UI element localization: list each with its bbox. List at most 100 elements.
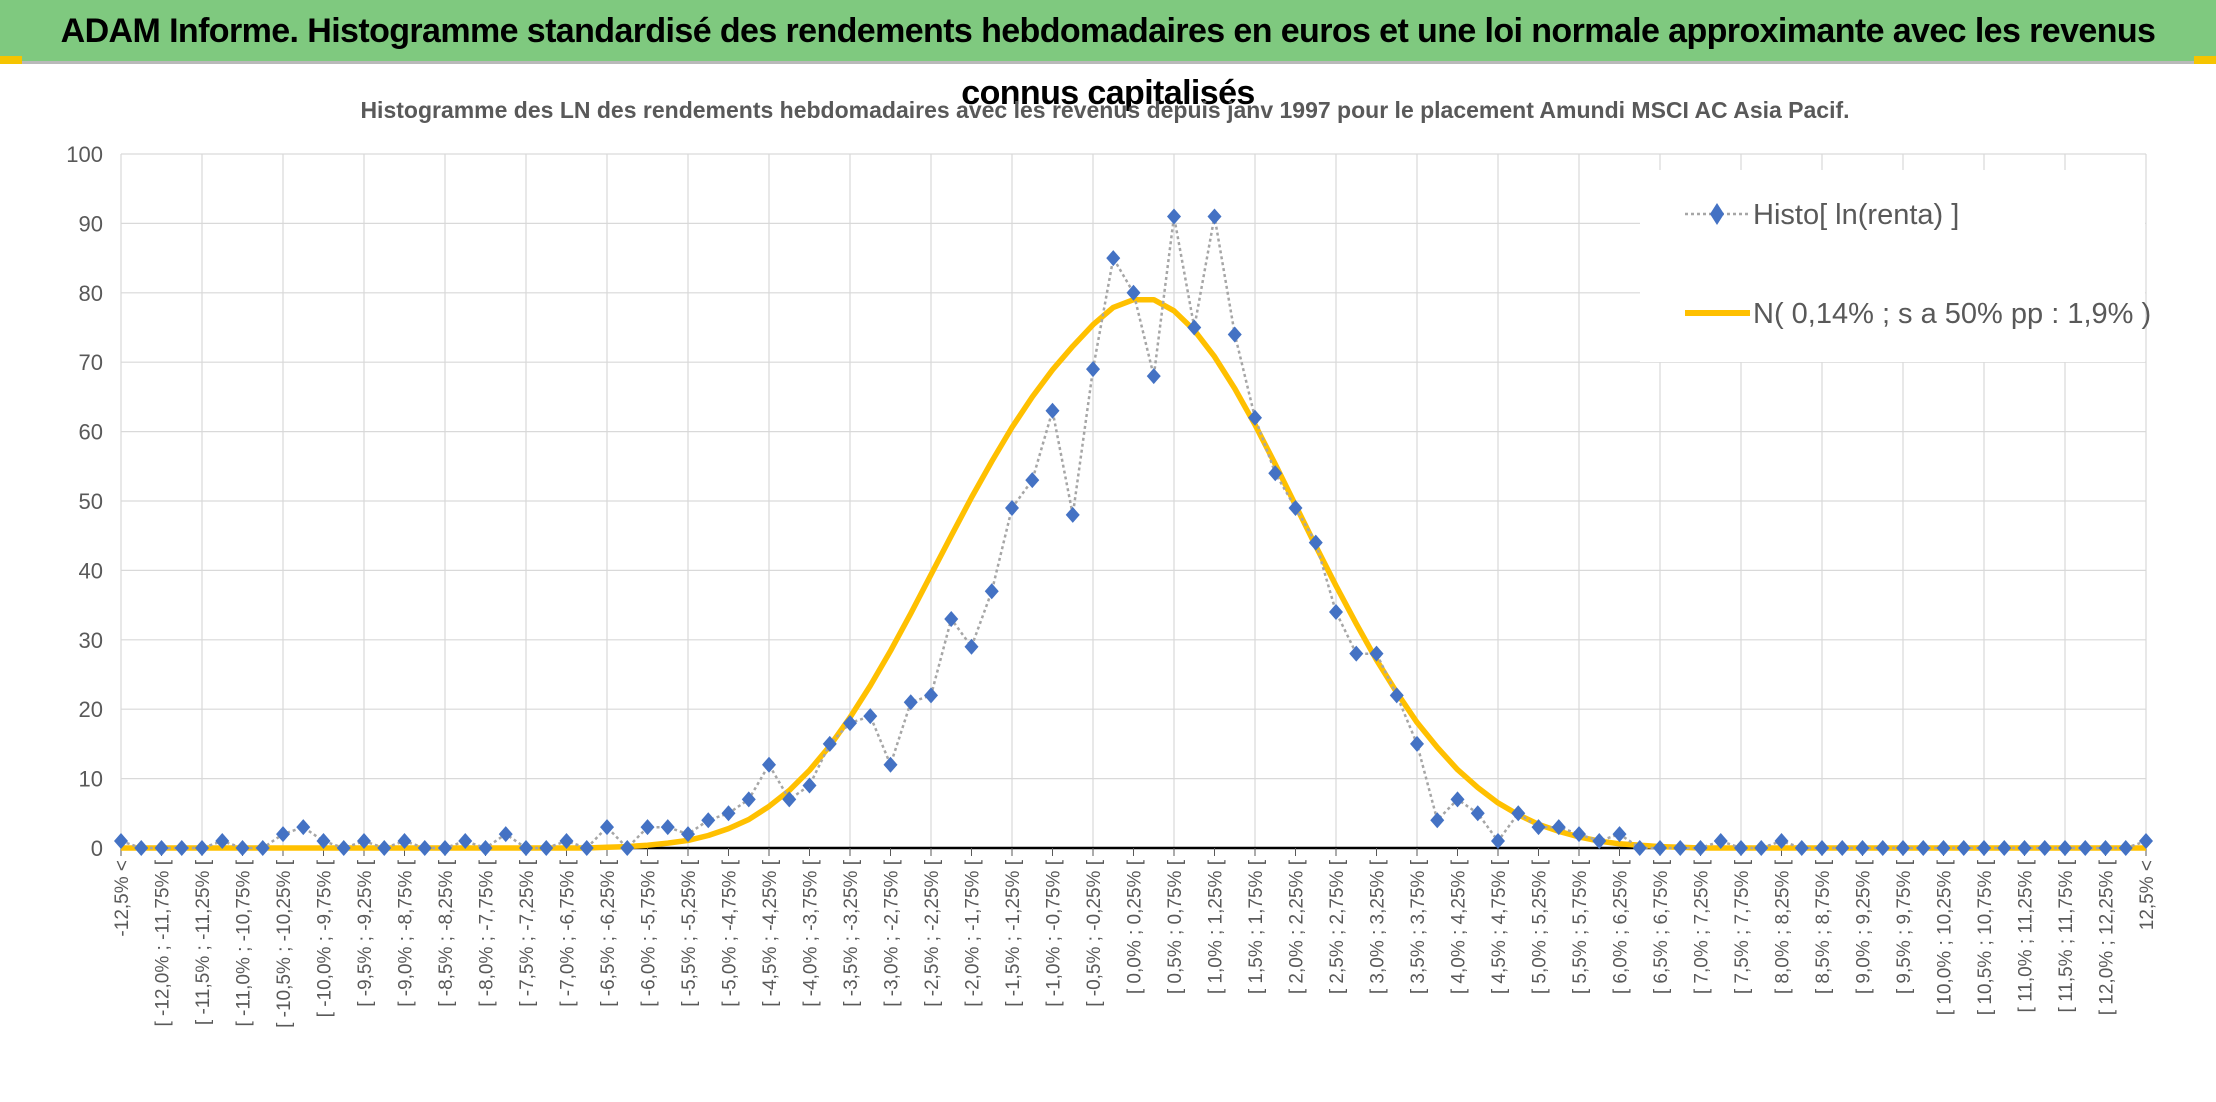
x-tick-label: [ -7,5% ; -7,25% [ [517, 859, 538, 1007]
y-tick-label: 20 [79, 697, 103, 722]
histogram-point [782, 791, 797, 808]
histogram-point [1531, 819, 1546, 836]
x-tick-label: [ -0,5% ; -0,25% [ [1084, 859, 1105, 1007]
histogram-point [2058, 840, 2072, 856]
x-tick-label: [ -4,5% ; -4,25% [ [760, 859, 781, 1007]
histogram-point [1896, 840, 1910, 856]
histogram-point [1977, 840, 1991, 856]
x-tick-label: [ 8,0% ; 8,25% [ [1773, 859, 1794, 994]
legend-normal-label: N( 0,14% ; s a 50% pp : 1,9% ) [1753, 298, 2151, 330]
histogram-point [579, 840, 594, 856]
x-tick-label: [ 0,0% ; 0,25% [ [1125, 859, 1146, 994]
x-tick-label: [ -9,0% ; -8,75% [ [396, 859, 417, 1007]
histogram-point [1268, 465, 1283, 482]
x-tick-label: [ -7,0% ; -6,75% [ [558, 859, 579, 1007]
x-axis: -12,5% < [ -12,0% ; -11,75% [[ -11,5% ; -… [112, 846, 2158, 1028]
x-tick-label: [ 8,5% ; 8,75% [ [1813, 859, 1834, 994]
x-tick-label: [ 9,5% ; 9,75% [ [1894, 859, 1915, 994]
y-tick-label: 80 [79, 281, 103, 306]
histogram-point [498, 826, 513, 843]
histogram-point [1065, 506, 1080, 523]
x-tick-label: [ 7,0% ; 7,25% [ [1692, 859, 1713, 994]
histogram-point [417, 840, 432, 856]
histogram-point [1673, 840, 1688, 856]
x-tick-label: [ 1,0% ; 1,25% [ [1206, 859, 1227, 994]
histogram-point [1511, 805, 1526, 822]
x-tick-label: [ 4,5% ; 4,75% [ [1489, 859, 1510, 994]
x-tick-label: [ 3,0% ; 3,25% [ [1368, 859, 1389, 994]
histogram-point [1086, 361, 1100, 378]
histogram-point [215, 833, 230, 850]
title-banner: ADAM Informe. Histogramme standardisé de… [0, 0, 2216, 112]
x-tick-label: [ -6,5% ; -6,25% [ [598, 859, 619, 1007]
histogram-point [1248, 409, 1262, 426]
histogram-point [1936, 840, 1951, 856]
x-tick-label: [ 10,5% ; 10,75% [ [1975, 859, 1996, 1015]
x-tick-label: [ -11,5% ; -11,25% [ [193, 859, 214, 1025]
legend-box [1640, 170, 2145, 362]
histogram-point [1491, 833, 1505, 850]
histogram-point [600, 819, 614, 836]
histogram-point [984, 583, 999, 600]
histogram-point [276, 826, 290, 843]
x-tick-label: [ 5,0% ; 5,25% [ [1530, 859, 1551, 994]
histogram-point [883, 756, 898, 773]
x-tick-label: [ -8,0% ; -7,75% [ [477, 859, 498, 1007]
histogram-point [478, 840, 493, 856]
histogram-point [336, 840, 351, 856]
histogram-point [255, 840, 270, 856]
x-tick-label: [ -11,0% ; -10,75% [ [234, 859, 255, 1026]
x-tick-label: [ 4,0% ; 4,25% [ [1449, 859, 1470, 994]
histogram-point [924, 687, 938, 704]
x-tick-label: [ 6,0% ; 6,25% [ [1611, 859, 1632, 994]
x-tick-label: [ -2,0% ; -1,75% [ [963, 859, 984, 1007]
histogram-point [2098, 840, 2113, 856]
histogram-point [2078, 840, 2093, 856]
histogram-point [1207, 208, 1222, 225]
histogram-point [721, 805, 736, 822]
histogram-point [1126, 284, 1141, 301]
y-tick-label: 40 [79, 558, 103, 583]
histogram-point [1389, 687, 1404, 704]
x-tick-label: [ -8,5% ; -8,25% [ [436, 859, 457, 1007]
x-tick-label: [ -5,5% ; -5,25% [ [679, 859, 700, 1007]
banner-accent-left [0, 56, 22, 64]
histogram-point [2139, 833, 2153, 850]
histogram-point [802, 777, 817, 794]
histogram-point [1369, 645, 1384, 662]
histogram-point [1612, 826, 1627, 843]
x-tick-label: [ -9,5% ; -9,25% [ [355, 859, 376, 1007]
histogram-point [1045, 402, 1060, 419]
y-tick-label: 0 [91, 836, 103, 861]
histogram-point [397, 833, 412, 850]
x-tick-label: [ -10,5% ; -10,25% [ [274, 859, 295, 1028]
legend: Histo[ ln(renta) ] N( 0,14% ; s a 50% pp… [1640, 170, 2151, 362]
histogram-point [1308, 534, 1323, 551]
x-tick-label: [ -2,5% ; -2,25% [ [922, 859, 943, 1007]
histogram-point [458, 833, 473, 850]
histogram-point [1005, 499, 1019, 516]
histogram-point [1288, 499, 1303, 516]
histogram-point [1815, 840, 1829, 856]
x-tick-label: [ -6,0% ; -5,75% [ [639, 859, 660, 1007]
histogram-point [2118, 840, 2133, 856]
histogram-point [1997, 840, 2012, 856]
histogram-point [640, 819, 655, 836]
x-tick-label: [ 11,0% ; 11,25% [ [2016, 859, 2037, 1012]
x-tick-label: [ -1,0% ; -0,75% [ [1044, 859, 1065, 1007]
histogram-point [1693, 840, 1708, 856]
chart-title: Histogramme des LN des rendements hebdom… [360, 97, 1849, 123]
legend-histo-label: Histo[ ln(renta) ] [1753, 199, 1959, 231]
histogram-point [822, 735, 837, 752]
histogram-point [1653, 840, 1667, 856]
x-tick-label: [ -3,5% ; -3,25% [ [841, 859, 862, 1007]
histogram-point [964, 638, 979, 655]
histogram-point [539, 840, 554, 856]
histogram-point [316, 833, 331, 850]
histogram-point [1450, 791, 1465, 808]
x-tick-label: [ 9,0% ; 9,25% [ [1854, 859, 1875, 994]
x-tick-label: 12,5% < [2137, 860, 2158, 930]
x-tick-label: [ 7,5% ; 7,75% [ [1732, 859, 1753, 994]
histogram-point [357, 833, 371, 850]
